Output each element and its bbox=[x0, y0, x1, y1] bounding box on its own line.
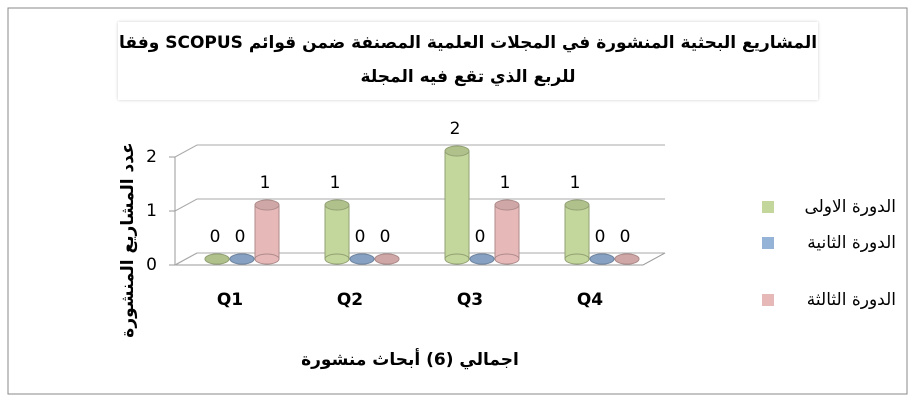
bar bbox=[469, 253, 495, 265]
bar-top bbox=[349, 253, 375, 265]
bar-bottom bbox=[254, 253, 280, 265]
bar bbox=[614, 253, 640, 265]
bar-body bbox=[564, 204, 590, 260]
bar-body bbox=[444, 150, 470, 260]
data-label: 1 bbox=[500, 173, 511, 193]
bar-top bbox=[444, 145, 470, 157]
bar-body bbox=[324, 204, 350, 260]
bar-top bbox=[589, 253, 615, 265]
legend-swatch bbox=[762, 201, 774, 213]
bar-body bbox=[254, 204, 280, 260]
bar-top bbox=[374, 253, 400, 265]
x-axis-label: اجمالي (6) أبحاث منشورة bbox=[301, 348, 519, 370]
legend-swatch bbox=[762, 294, 774, 306]
bar-bottom bbox=[494, 253, 520, 265]
y-tick-label: 1 bbox=[146, 201, 157, 221]
y-tick-label: 0 bbox=[146, 255, 157, 275]
data-label: 0 bbox=[210, 227, 221, 247]
bar-top bbox=[324, 199, 350, 211]
x-tick-label: Q3 bbox=[457, 290, 483, 310]
bar-top bbox=[564, 199, 590, 211]
bar bbox=[204, 253, 230, 265]
y-tick-label: 2 bbox=[146, 147, 157, 167]
x-tick-label: Q4 bbox=[577, 290, 603, 310]
data-label: 0 bbox=[235, 227, 246, 247]
legend-label: الدورة الثالثة bbox=[807, 290, 896, 310]
legend-label: الدورة الثانية bbox=[807, 233, 896, 253]
grid-line bbox=[174, 144, 665, 158]
grid-line bbox=[174, 198, 665, 212]
bar-bottom bbox=[444, 253, 470, 265]
bar-top bbox=[469, 253, 495, 265]
bar-bottom bbox=[324, 253, 350, 265]
bar bbox=[324, 199, 350, 265]
bar bbox=[564, 199, 590, 265]
bar bbox=[589, 253, 615, 265]
bar bbox=[229, 253, 255, 265]
bar-top bbox=[204, 253, 230, 265]
x-tick-label: Q1 bbox=[217, 290, 243, 310]
bar bbox=[444, 145, 470, 265]
bar bbox=[374, 253, 400, 265]
bar-bottom bbox=[564, 253, 590, 265]
bar bbox=[254, 199, 280, 265]
data-label: 2 bbox=[450, 119, 461, 139]
legend-swatch bbox=[762, 237, 774, 249]
data-label: 0 bbox=[355, 227, 366, 247]
data-label: 1 bbox=[260, 173, 271, 193]
x-tick-label: Q2 bbox=[337, 290, 363, 310]
bar-top bbox=[494, 199, 520, 211]
bar-top bbox=[614, 253, 640, 265]
data-label: 1 bbox=[330, 173, 341, 193]
bar-body bbox=[494, 204, 520, 260]
data-label: 0 bbox=[475, 227, 486, 247]
data-label: 0 bbox=[620, 227, 631, 247]
legend-label: الدورة الاولى bbox=[804, 197, 896, 217]
chart-title: المشاريع البحثية المنشورة في المجلات الع… bbox=[118, 22, 818, 100]
bar bbox=[494, 199, 520, 265]
bar-top bbox=[229, 253, 255, 265]
bar bbox=[349, 253, 375, 265]
y-axis-label: عدد المشاريع المنشورة bbox=[118, 142, 138, 337]
bar-top bbox=[254, 199, 280, 211]
data-label: 0 bbox=[595, 227, 606, 247]
data-label: 1 bbox=[570, 173, 581, 193]
data-label: 0 bbox=[380, 227, 391, 247]
